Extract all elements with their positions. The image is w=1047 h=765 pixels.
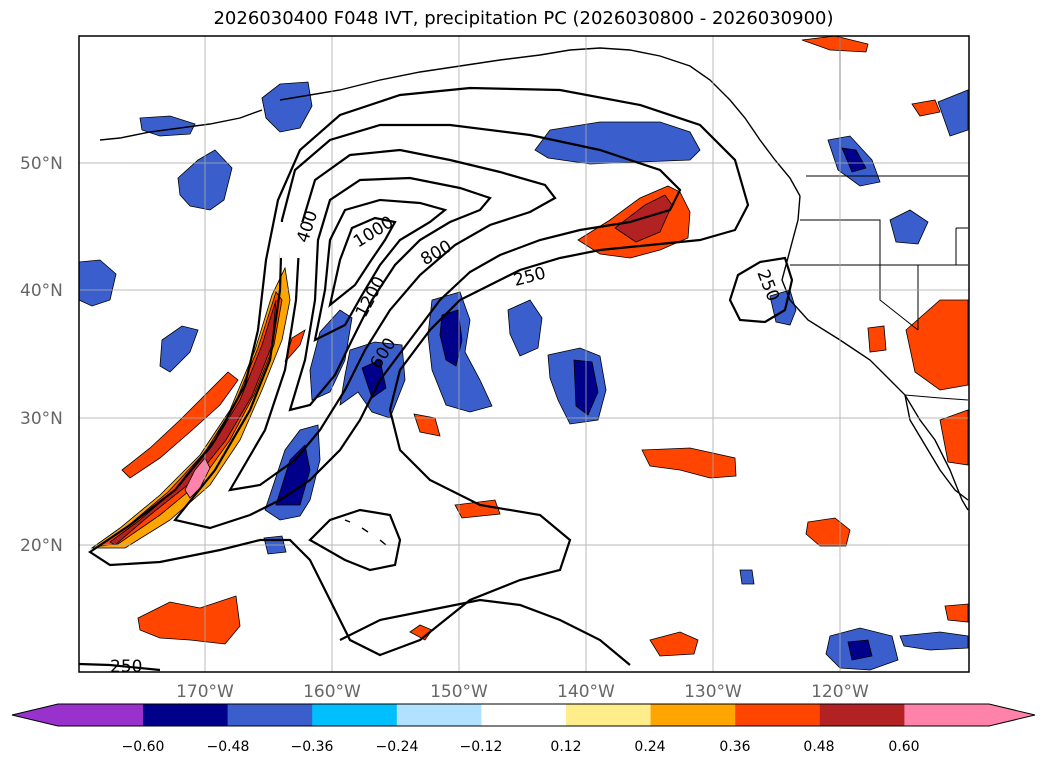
colorbar-tick-3: −0.36 [291,739,334,755]
map-title: 2026030400 F048 IVT, precipitation PC (2… [213,8,834,29]
gridlines [79,36,969,672]
lon-label-170: 170°W [176,682,234,702]
lon-label-160: 160°W [303,682,361,702]
precip-cell-6 [939,409,969,466]
coast-baja [904,394,969,501]
coast-alaska [279,47,801,197]
colorbar-tick-1: −0.60 [122,739,165,755]
precip-cell-8 [911,99,941,117]
precip-cell-15 [867,325,887,353]
colorbar-segment-7 [566,704,652,726]
border-mexico [904,394,969,401]
ivt-contour-250-s [339,598,631,666]
map-plot-area: 400 1000 800 1200 250 600 250 250 [79,36,969,677]
lat-label-20: 20°N [20,536,63,556]
lat-label-30: 30°N [20,409,63,429]
precip-neg-central-4-core [361,359,387,399]
precip-band-sw-inner [98,291,283,547]
colorbar-extend-min [12,704,59,726]
contour-label-8: 250 [110,657,142,677]
coast-aleutians [99,109,263,141]
precip-cell-3 [805,517,851,547]
colorbar-segment-11 [904,704,990,726]
precip-neg-central-1-core [439,309,463,367]
precip-neg-central-6-core [275,444,311,506]
precip-cell-9 [454,499,501,519]
precip-neg-w [79,259,117,307]
colorbar-segment-1 [58,704,144,726]
hawaii-islands [344,519,387,546]
border-states [790,219,968,331]
precip-neg-s-2 [899,631,969,651]
map-frame-border [78,35,970,673]
longitude-labels: 170°W 160°W 150°W 140°W 130°W 120°W [176,682,869,702]
colorbar-outline [11,703,1036,727]
precip-neg-nw-2 [261,81,313,133]
precip-cell-10 [284,329,306,363]
ivt-contour-250 [88,86,750,657]
precip-neg-coast-2 [889,209,929,245]
ivt-contour-1200 [328,216,397,308]
colorbar-segment-3 [227,704,313,726]
lon-label-120: 120°W [811,682,869,702]
colorbar-segment-4 [312,704,398,726]
colorbar-tick-5: −0.12 [460,739,503,755]
colorbar [11,703,1036,727]
colorbar-segment-8 [650,704,736,726]
colorbar-tick-labels: −0.60 −0.48 −0.36 −0.24 −0.12 0.12 0.24 … [122,739,920,755]
precip-band-sw-peak [184,457,211,499]
colorbar-extend-max [989,704,1035,726]
colorbar-tick-4: −0.24 [376,739,419,755]
precip-neg-gulf [534,121,701,165]
colorbar-segment-9 [735,704,821,726]
precip-cell-11 [413,413,441,437]
precip-neg-s-1-core [847,639,873,661]
ivt-contour-250-sw [79,662,161,672]
ivt-contour-800 [288,176,492,412]
colorbar-segment-2 [143,704,229,726]
colorbar-segment-5 [396,704,482,726]
colorbar-segment-6 [481,704,567,726]
coast-west-us [781,195,969,511]
ivt-contour-250-ne [728,256,794,324]
precip-band-west2 [121,371,239,479]
precip-negative-areas [79,81,969,671]
lon-label-140: 140°W [557,682,615,702]
coastlines [99,47,969,546]
precip-cell-4 [649,631,699,657]
lon-label-150: 150°W [430,682,488,702]
precip-neg-coast-1-core [841,147,867,173]
colorbar-tick-10: 0.60 [888,739,919,755]
lat-label-40: 40°N [20,281,63,301]
colorbar-tick-8: 0.36 [719,739,750,755]
precip-neg-central-5 [309,309,353,401]
colorbar-segment-10 [819,704,905,726]
colorbar-tick-2: −0.48 [207,739,250,755]
colorbar-tick-7: 0.24 [634,739,665,755]
precip-neg-coast-3 [937,89,969,137]
precip-neg-w2 [159,325,199,373]
colorbar-tick-9: 0.48 [803,739,834,755]
precip-cell-1 [137,595,241,645]
lon-label-130: 130°W [684,682,742,702]
precip-cell-5 [905,299,969,391]
latitude-labels: 50°N 40°N 30°N 20°N [20,154,63,556]
lat-label-50: 50°N [20,154,63,174]
ivt-contour-250-inner [308,508,402,572]
precip-neg-central-3 [507,299,543,357]
precip-neg-s-4 [739,569,755,585]
colorbar-tick-6: 0.12 [550,739,581,755]
ivt-contour-1000 [313,198,448,342]
precip-cell-14 [944,603,969,623]
